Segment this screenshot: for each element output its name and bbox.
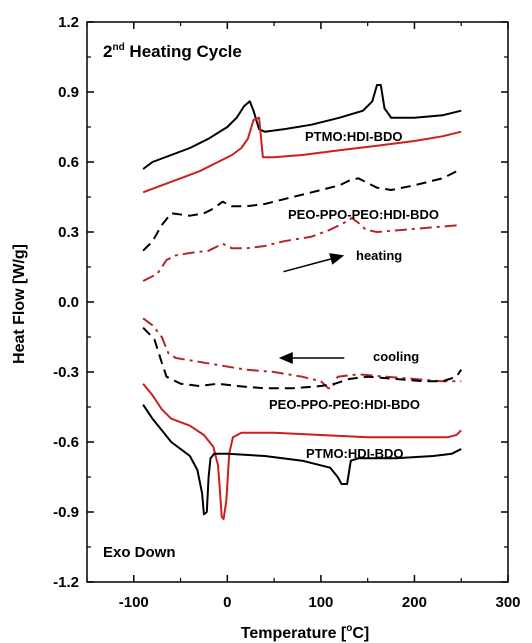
heating-arrow-shaft xyxy=(283,258,331,273)
cooling-arrow-head xyxy=(278,352,293,364)
y-tick-label: 0.9 xyxy=(58,84,79,101)
annotation-cooling: cooling xyxy=(373,349,419,364)
annotation-exo-down: Exo Down xyxy=(103,544,176,561)
x-tick-label: 300 xyxy=(495,594,520,611)
series-ptmo-cool-black xyxy=(142,404,462,516)
series-ptmo-cool-red xyxy=(142,383,462,520)
x-tick-label: 200 xyxy=(402,594,427,611)
x-tick-label: 0 xyxy=(223,594,231,611)
x-tick-label: 100 xyxy=(308,594,333,611)
series-peo-cool-black xyxy=(142,327,463,390)
series-ptmo-heat-red xyxy=(142,116,462,194)
y-tick-label: 1.2 xyxy=(58,14,79,31)
y-tick-label: 0.6 xyxy=(58,154,79,171)
series-layer xyxy=(142,84,463,520)
annotation-peo-top: PEO-PPO-PEO:HDI-BDO xyxy=(288,207,439,222)
annotation-ptmo-top: PTMO:HDI-BDO xyxy=(305,129,403,144)
series-ptmo-heat-black xyxy=(142,84,462,170)
series-peo-cool-red xyxy=(142,317,462,390)
plot-frame xyxy=(86,21,509,583)
y-tick-label: -0.6 xyxy=(53,434,79,451)
series-peo-heat-red xyxy=(142,217,462,282)
y-tick-label: -0.3 xyxy=(53,364,79,381)
y-tick-label: -1.2 xyxy=(53,574,79,591)
x-ticks: -100 0 100 200 300 xyxy=(86,22,521,611)
y-tick-label: 0.3 xyxy=(58,224,79,241)
y-axis-title: Heat Flow [W/g] xyxy=(11,244,28,364)
annotation-ptmo-bottom: PTMO:HDI-BDO xyxy=(306,446,404,461)
annotation-heating: heating xyxy=(356,248,402,263)
y-ticks: 1.2 0.9 0.6 0.3 0.0 -0.3 -0.6 -0.9 -1.2 xyxy=(53,14,508,591)
series-peo-heat-black xyxy=(142,168,462,252)
x-axis-title: Temperature [oC] xyxy=(241,623,370,642)
y-tick-label: 0.0 xyxy=(58,294,79,311)
x-tick-label: -100 xyxy=(119,594,149,611)
chart-title: 2nd Heating Cycle xyxy=(103,42,242,61)
chart-axes: -100 0 100 200 300 1.2 0.9 0.6 0.3 0.0 -0.3 -0.6 -0… xyxy=(53,14,520,611)
y-tick-label: -0.9 xyxy=(53,504,79,521)
annotation-peo-bottom: PEO-PPO-PEO:HDI-BDO xyxy=(269,397,420,412)
heating-arrow-head xyxy=(329,253,345,265)
arrow-layer xyxy=(278,253,345,364)
